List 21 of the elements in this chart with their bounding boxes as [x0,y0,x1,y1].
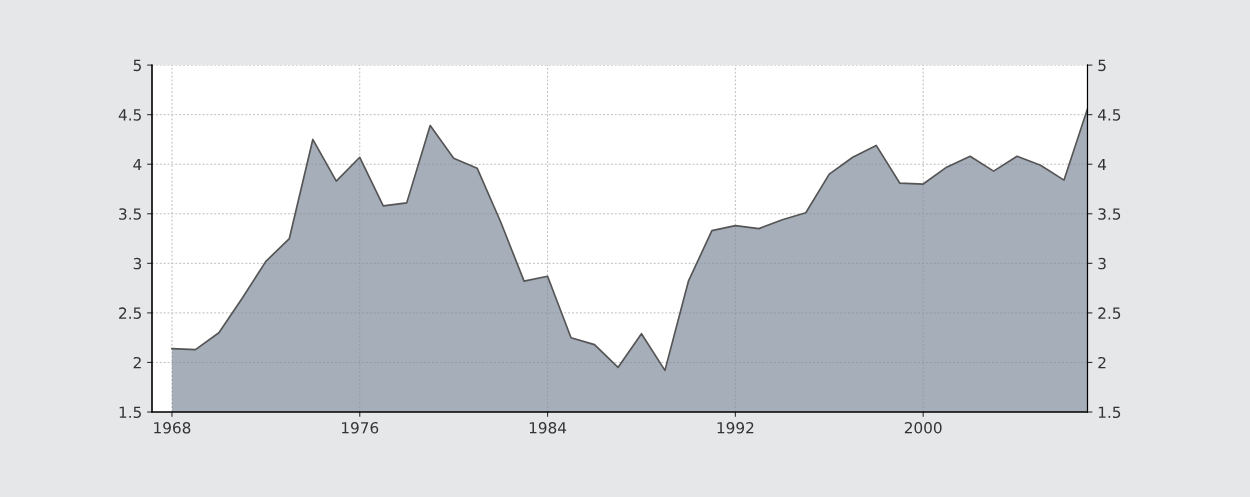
y-tick-label: 4 [133,158,142,171]
y2-tick-label: 2 [1098,356,1106,369]
x-tick-label: 1976 [342,422,379,434]
y-tick-label: 5 [133,59,141,72]
y-tick-label: 1.5 [119,406,141,419]
x-tick-label: 1992 [717,422,754,434]
y2-tick-label: 4.5 [1097,109,1121,121]
y2-tick-label: 3 [1098,257,1106,270]
y2-tick-label: 3.5 [1098,208,1121,220]
y-tick-label: 2 [133,356,141,369]
y-tick-label: 4.5 [118,109,141,121]
y2-tick-label: 4 [1097,158,1107,171]
y-tick-label: 2.5 [119,307,141,319]
y-tick-label: 3.5 [119,208,141,220]
y2-tick-label: 2.5 [1098,307,1121,319]
y-tick-label: 3 [133,257,142,270]
y2-tick-label: 5 [1098,59,1106,72]
x-tick-label: 2000 [904,422,942,434]
x-tick-label: 1984 [529,422,567,434]
y2-tick-label: 1.5 [1098,406,1121,419]
x-tick-label: 1968 [154,422,191,434]
